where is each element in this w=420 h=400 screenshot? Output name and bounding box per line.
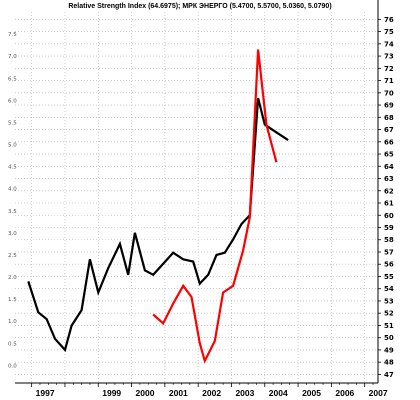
right-y-tick-labels: 47 48 49 50 51 52 53 54 55 56 57 58 59 60 61 62 63 64 65 66… <box>384 16 394 379</box>
right-y-tick-label: 47 <box>384 371 394 379</box>
left-y-tick-label: 3.0 <box>8 231 17 237</box>
right-y-tick-label: 69 <box>384 102 394 110</box>
right-y-tick-label: 60 <box>384 212 394 220</box>
right-y-tick-label: 50 <box>384 334 394 342</box>
right-y-tick-label: 64 <box>384 163 394 171</box>
right-y-tick-label: 48 <box>384 359 394 367</box>
x-tick-label: 2007 <box>369 388 388 398</box>
right-y-tick-label: 74 <box>384 40 394 48</box>
right-y-tick-label: 49 <box>384 346 394 354</box>
left-y-tick-label: 7.0 <box>8 54 17 60</box>
left-y-tick-label: 7.5 <box>8 32 17 38</box>
right-y-tick-label: 68 <box>384 114 394 122</box>
right-y-tick-label: 72 <box>384 65 394 73</box>
left-y-tick-label: 2.5 <box>8 253 17 259</box>
right-y-tick-label: 75 <box>384 28 394 36</box>
right-y-tick-label: 55 <box>384 273 394 281</box>
left-y-tick-label: 4.5 <box>8 165 17 171</box>
right-y-tick-label: 73 <box>384 53 394 61</box>
right-y-tick-label: 57 <box>384 248 394 256</box>
x-tick-label: 2004 <box>269 388 288 398</box>
left-y-tick-label: 1.0 <box>8 319 17 325</box>
right-y-tick-label: 65 <box>384 151 394 159</box>
x-tick-label: 2006 <box>335 388 354 398</box>
left-y-tick-label: 5.5 <box>8 120 17 126</box>
series-lines <box>27 49 289 364</box>
right-y-tick-label: 71 <box>384 77 394 85</box>
x-tick-label: 2001 <box>169 388 188 398</box>
right-y-tick-label: 62 <box>384 187 394 195</box>
right-y-tick-label: 56 <box>384 261 394 269</box>
left-y-tick-label: 6.5 <box>8 76 17 82</box>
right-y-tick-label: 67 <box>384 126 394 134</box>
x-tick-label: 2003 <box>235 388 254 398</box>
right-y-tick-label: 70 <box>384 89 394 97</box>
left-y-tick-label: 3.5 <box>8 209 17 215</box>
right-y-tick-label: 52 <box>384 310 394 318</box>
right-y-tick-label: 53 <box>384 297 394 305</box>
x-tick-label: 2000 <box>136 388 155 398</box>
left-y-tick-labels: 0.0 0.5 1.0 1.5 2.0 2.5 3.0 3.5 4.0 4.5 5.0 5.5 6.0 6… <box>8 32 17 369</box>
axes <box>15 0 381 387</box>
right-y-tick-label: 54 <box>384 285 394 293</box>
right-y-tick-label: 51 <box>384 322 394 330</box>
left-y-tick-label: 0.0 <box>8 363 17 369</box>
x-tick-label: 1999 <box>102 388 121 398</box>
left-y-tick-label: 2.0 <box>8 275 17 281</box>
left-y-tick-label: 5.0 <box>8 143 17 149</box>
right-y-tick-label: 61 <box>384 200 394 208</box>
x-tick-label: 2005 <box>302 388 321 398</box>
left-y-tick-label: 0.5 <box>8 341 17 347</box>
left-y-tick-label: 4.0 <box>8 187 17 193</box>
grid-lines <box>15 12 378 383</box>
series-line-2 <box>152 49 278 364</box>
left-y-tick-label: 1.5 <box>8 297 17 303</box>
right-y-tick-label: 58 <box>384 236 394 244</box>
right-y-tick-label: 63 <box>384 175 394 183</box>
left-y-tick-label: 6.0 <box>8 98 17 104</box>
x-tick-labels: 1997 1999 2000 2001 2002 2003 2004 2005 2006 2007 <box>36 388 388 398</box>
x-tick-label: 2002 <box>202 388 221 398</box>
right-y-tick-label: 76 <box>384 16 394 24</box>
right-y-tick-label: 59 <box>384 224 394 232</box>
x-tick-label: 1997 <box>36 388 55 398</box>
chart-title: Relative Strength Index (64.6975); МРК Э… <box>68 3 331 10</box>
series-line-1 <box>27 97 289 353</box>
right-y-tick-label: 66 <box>384 138 394 146</box>
